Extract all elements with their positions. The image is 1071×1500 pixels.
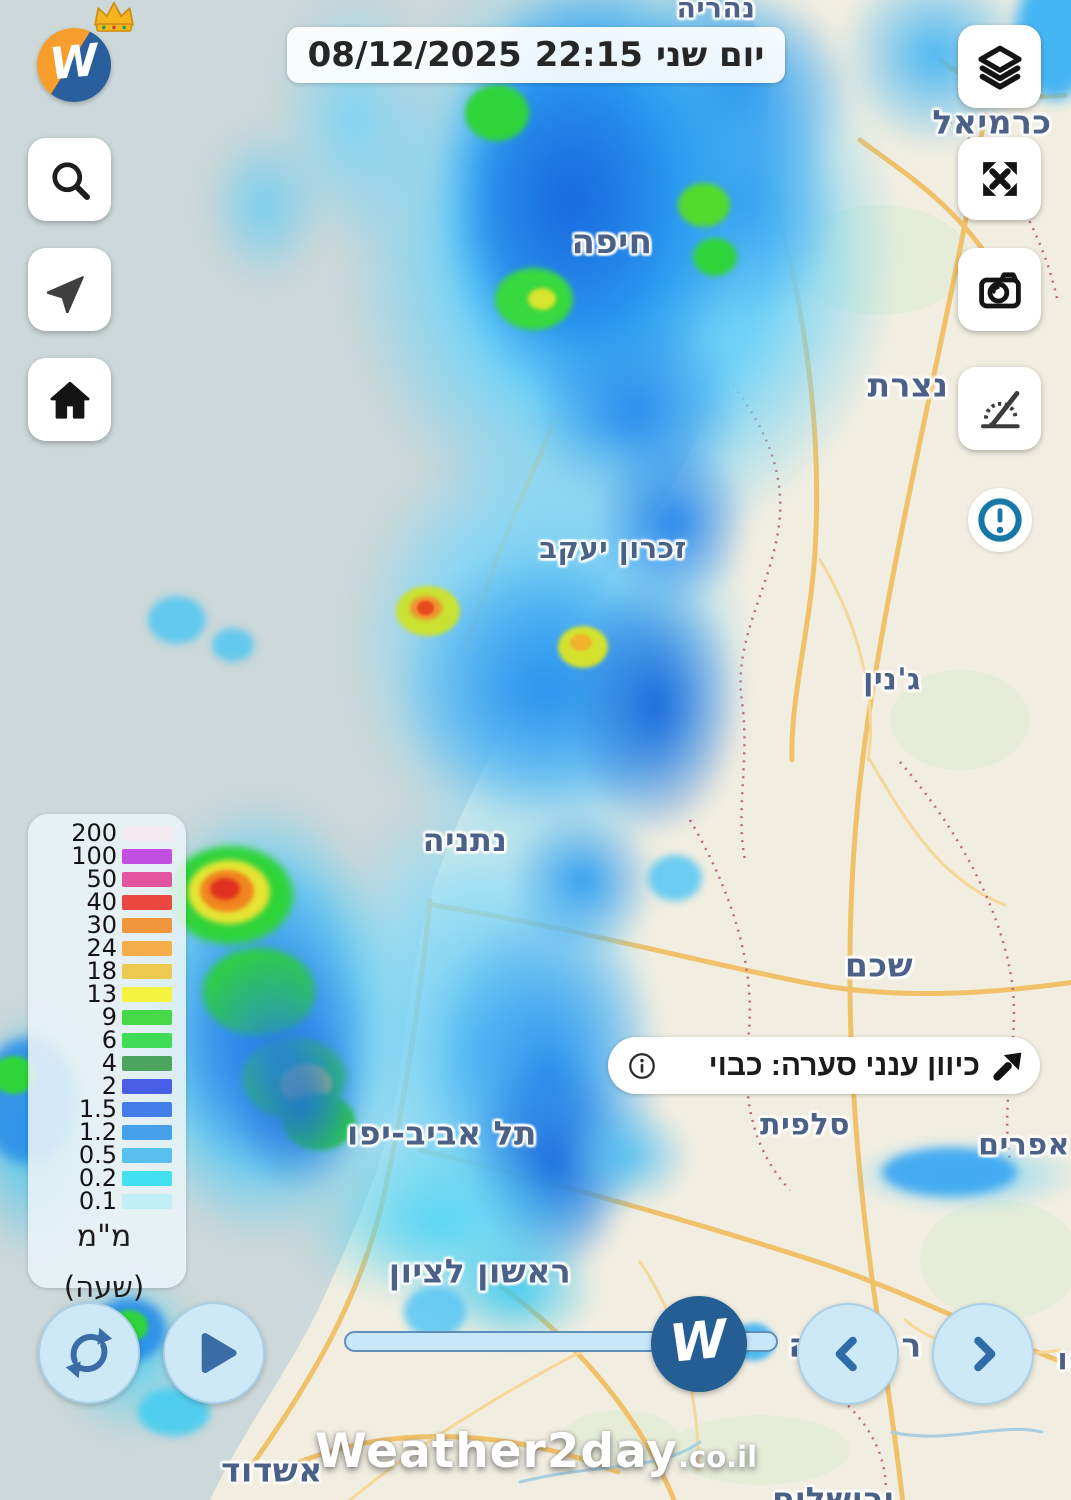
banner-date: 08/12/2025 xyxy=(307,35,522,75)
legend-swatch xyxy=(122,849,172,864)
layers-icon xyxy=(977,45,1022,90)
search-button[interactable] xyxy=(28,138,111,221)
crown-icon xyxy=(94,1,134,32)
legend-swatch xyxy=(122,918,172,933)
legend-value: 18 xyxy=(86,957,117,985)
chevron-left-icon xyxy=(835,1336,857,1372)
map-rivers xyxy=(518,1427,1044,1484)
protractor-icon xyxy=(980,390,1020,428)
locate-icon xyxy=(46,275,84,313)
legend-swatch xyxy=(122,1010,172,1025)
legend-swatch xyxy=(122,1033,172,1048)
banner-time: 22:15 xyxy=(534,35,643,75)
locate-button[interactable] xyxy=(28,248,111,331)
legend-swatch xyxy=(122,987,172,1002)
legend-row: 0.1 xyxy=(36,1187,172,1215)
legend-swatch xyxy=(122,1102,172,1117)
legend-value: 50 xyxy=(86,865,117,893)
legend-swatch xyxy=(122,1171,172,1186)
legend-swatch xyxy=(122,872,172,887)
refresh-button[interactable] xyxy=(38,1302,140,1404)
next-frame-button[interactable] xyxy=(932,1303,1034,1405)
legend-value: 30 xyxy=(86,911,117,939)
legend-swatch xyxy=(122,1079,172,1094)
refresh-icon xyxy=(65,1327,113,1379)
banner-day: יום שני xyxy=(655,35,765,75)
storm-direction-label: כיוון ענני סערה: כבוי xyxy=(708,1048,980,1082)
legend-value: 100 xyxy=(71,842,117,870)
timeline-slider-handle[interactable]: W xyxy=(651,1296,747,1392)
legend-value: 24 xyxy=(86,934,117,962)
legend-swatch xyxy=(122,1125,172,1140)
legend-value: 0.1 xyxy=(78,1187,117,1215)
play-icon xyxy=(201,1332,237,1374)
alert-icon xyxy=(978,498,1022,542)
legend-unit-mm: מ"מ xyxy=(76,1219,132,1254)
precipitation-legend: 200 100 50 40 30 24 18 13 9 6 4 2 1.5 1.… xyxy=(28,814,186,1304)
layers-button[interactable] xyxy=(958,25,1041,108)
legend-value: 200 xyxy=(71,819,117,847)
fullscreen-icon xyxy=(982,161,1017,196)
app-logo[interactable]: W xyxy=(37,28,111,102)
play-button[interactable] xyxy=(163,1302,265,1404)
legend-swatch xyxy=(122,895,172,910)
previous-frame-button[interactable] xyxy=(797,1303,899,1405)
chevron-right-icon xyxy=(974,1336,996,1372)
datetime-banner: 08/12/2025 22:15 יום שני xyxy=(287,27,785,83)
home-button[interactable] xyxy=(28,358,111,441)
legend-swatch xyxy=(122,1056,172,1071)
slider-handle-letter: W xyxy=(667,1309,731,1375)
info-icon xyxy=(629,1052,655,1079)
legend-unit-per-hour: (שעה) xyxy=(63,1270,145,1304)
legend-value: 40 xyxy=(86,888,117,916)
legend-swatch xyxy=(122,826,172,841)
storm-arrow-icon xyxy=(993,1052,1022,1081)
legend-swatch xyxy=(122,941,172,956)
alert-button[interactable] xyxy=(968,488,1032,552)
measure-button[interactable] xyxy=(958,367,1041,450)
search-icon xyxy=(51,161,90,200)
legend-swatch xyxy=(122,1148,172,1163)
fullscreen-button[interactable] xyxy=(958,137,1041,220)
camera-icon xyxy=(978,271,1021,308)
logo-letter: W xyxy=(46,34,101,91)
storm-direction-toggle[interactable]: כיוון ענני סערה: כבוי xyxy=(608,1037,1040,1094)
home-icon xyxy=(49,381,90,419)
legend-swatch xyxy=(122,1194,172,1209)
legend-swatch xyxy=(122,964,172,979)
screenshot-button[interactable] xyxy=(958,248,1041,331)
